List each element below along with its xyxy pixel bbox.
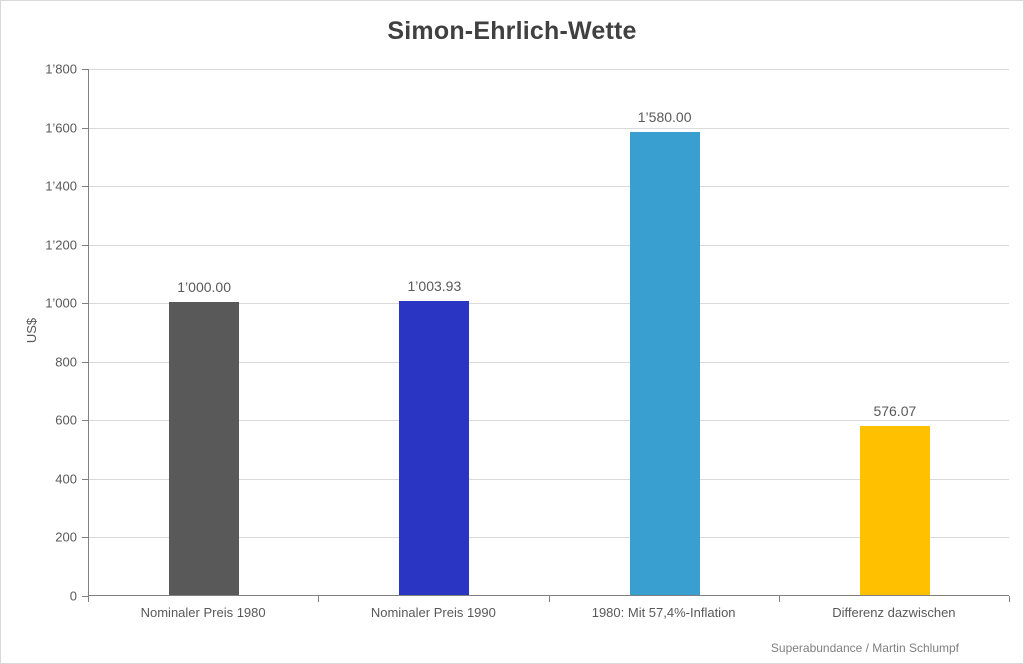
bar-3 [629, 132, 700, 595]
gridline [89, 69, 1009, 70]
bar-value-label: 1’000.00 [177, 279, 231, 296]
y-axis-title: US$ [24, 317, 40, 344]
x-tick-mark [318, 596, 320, 602]
y-tick-label: 800 [55, 354, 77, 370]
gridline [89, 537, 1009, 539]
y-tick-label: 0 [69, 588, 77, 604]
y-tick-mark [82, 69, 88, 70]
y-tick-label: 1’800 [45, 61, 77, 77]
y-tick-mark [82, 186, 88, 188]
gridline [89, 361, 1009, 363]
gridline [89, 303, 1009, 305]
bar-2 [399, 301, 470, 595]
y-tick-label: 1’200 [45, 237, 77, 253]
source-credit: Superabundance / Martin Schlumpf [770, 641, 959, 655]
y-tick-mark [82, 361, 88, 363]
y-tick-label: 600 [55, 412, 77, 428]
x-category-label: Nominaler Preis 1980 [140, 605, 266, 620]
y-tick-label: 400 [55, 471, 77, 487]
bar-1 [169, 302, 240, 595]
y-tick-mark [82, 478, 88, 480]
x-category-label: 1980: Mit 57,4%-Inflation [591, 605, 736, 620]
chart-title: Simon-Ehrlich-Wette [387, 17, 637, 45]
y-tick-label: 1’400 [45, 178, 77, 194]
x-category-label: Nominaler Preis 1990 [370, 605, 496, 620]
y-tick-mark [82, 244, 88, 246]
plot-area: 1’000.00 1’003.93 1’580.00 576.07 [88, 69, 1009, 596]
y-tick-mark [82, 127, 88, 129]
x-tick-mark [778, 596, 780, 602]
y-tick-label: 1’000 [45, 295, 77, 311]
gridline [89, 127, 1009, 129]
bar-4 [859, 426, 930, 595]
gridline [89, 420, 1009, 422]
bar-value-label: 576.07 [873, 403, 917, 420]
gridline [89, 244, 1009, 246]
bar-value-label: 1’580.00 [637, 109, 692, 126]
x-category-label: Differenz dazwischen [832, 605, 956, 620]
y-tick-mark [82, 420, 88, 422]
x-tick-mark [548, 596, 550, 602]
x-tick-mark [88, 596, 89, 602]
y-tick-label: 200 [55, 529, 77, 545]
bar-value-label: 1’003.93 [407, 278, 462, 295]
x-tick-mark [1009, 596, 1010, 602]
y-tick-mark [82, 303, 88, 305]
y-tick-mark [82, 537, 88, 539]
y-tick-label: 1’600 [45, 120, 77, 136]
gridline [89, 186, 1009, 188]
gridline [89, 478, 1009, 480]
y-tick-mark [82, 596, 88, 597]
